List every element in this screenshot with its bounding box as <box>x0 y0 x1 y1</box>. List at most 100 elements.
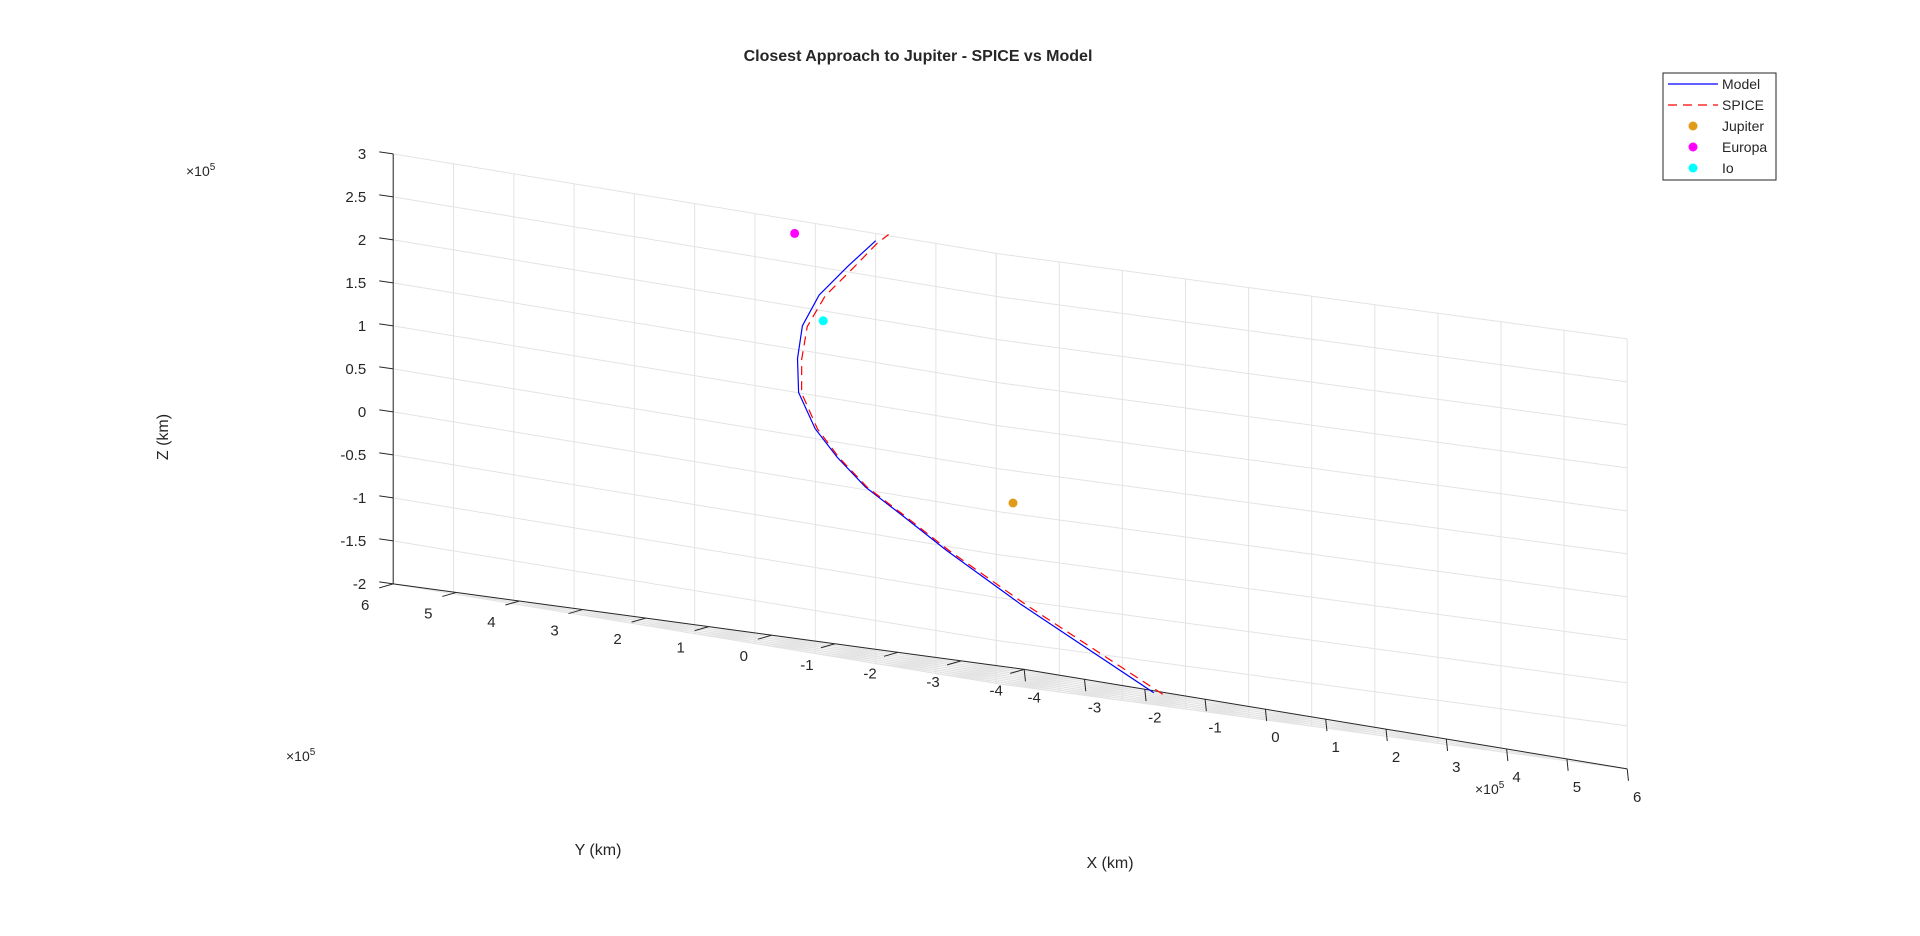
grid-line <box>393 411 997 512</box>
grid-line <box>393 540 997 641</box>
y-tick-label: 0 <box>740 648 748 665</box>
y-tick-label: -1 <box>800 657 813 674</box>
grid-line <box>961 660 1565 761</box>
x-tick <box>1264 709 1268 722</box>
z-tick-label: 3 <box>358 146 366 163</box>
x-tick <box>1626 768 1629 781</box>
grid-line <box>393 325 997 426</box>
series-spice-line <box>800 234 1164 695</box>
marker-jupiter <box>1008 498 1018 508</box>
x-tick <box>1506 748 1509 761</box>
x-tick <box>1445 738 1449 752</box>
y-tick-label: -2 <box>863 665 876 682</box>
legend-box <box>1662 72 1777 181</box>
grid-line <box>519 600 1123 701</box>
grid-line <box>393 583 997 684</box>
z-tick-label: 1 <box>358 318 366 335</box>
grid-line <box>393 454 997 555</box>
grid-line <box>996 424 1628 512</box>
y-tick-label: 5 <box>424 605 432 622</box>
legend-io-label: Io <box>1722 160 1734 176</box>
grid-line <box>996 467 1628 555</box>
legend-spice-label: SPICE <box>1722 97 1764 113</box>
grid-line <box>834 643 1438 744</box>
y-tick <box>757 634 772 640</box>
x-tick-label: 3 <box>1452 759 1460 776</box>
legend-europa-label: Europa <box>1722 139 1767 155</box>
x-tick-label: 1 <box>1332 739 1340 756</box>
axes-layer: -4 -3 -2 -1 0 1 2 3 4 5 6 -4 -3 -2 -1 0 1 2 3 4 5 6 -2 -1.5 -1 -0… <box>340 146 1641 806</box>
x-tick <box>1204 699 1207 712</box>
z-tick-label: -0.5 <box>340 447 366 464</box>
x-tick-label: 0 <box>1271 729 1279 746</box>
z-tick-label: 0.5 <box>345 361 366 378</box>
y-tick-label: 4 <box>487 614 495 631</box>
y-tick <box>442 591 457 597</box>
z-tick-label: -1 <box>353 490 366 507</box>
y-tick <box>379 583 394 589</box>
grid-line <box>393 282 997 383</box>
y-tick <box>1010 668 1025 674</box>
marker-io <box>818 316 828 326</box>
grid-line <box>393 497 997 598</box>
z-tick <box>379 237 394 241</box>
z-tick-label: -2 <box>353 576 366 593</box>
x-tick-label: 2 <box>1392 749 1400 766</box>
x-tick-label: -2 <box>1148 709 1161 726</box>
x-tick-label: 6 <box>1633 789 1641 806</box>
y-tick-label: -3 <box>926 674 939 691</box>
legend-model-label: Model <box>1722 76 1760 92</box>
x-tick-label: 4 <box>1512 769 1520 786</box>
y-axis-multiplier: ×105 <box>286 747 316 764</box>
x-tick-label: -3 <box>1088 699 1101 716</box>
grid-line <box>393 368 997 469</box>
grid-line <box>393 153 997 254</box>
legend[interactable]: Model SPICE Jupiter Europa Io <box>1662 72 1777 181</box>
y-tick-label: 1 <box>677 640 685 657</box>
data-layer <box>790 228 1164 695</box>
z-tick <box>379 194 394 198</box>
svg-text:×105: ×105 <box>286 747 316 764</box>
grid-line <box>996 295 1628 383</box>
z-tick-label: 1.5 <box>345 275 366 292</box>
grid-line <box>456 591 1060 693</box>
z-tick-label: 2 <box>358 232 366 249</box>
z-tick-label: -1.5 <box>340 533 366 550</box>
z-tick <box>379 280 394 284</box>
z-tick <box>379 323 394 327</box>
grid-line <box>996 639 1628 727</box>
x-tick <box>1325 719 1328 732</box>
z-axis-multiplier: ×105 <box>186 162 216 179</box>
grid-line <box>996 252 1628 340</box>
grid-line <box>996 553 1628 641</box>
legend-io-marker <box>1688 163 1698 173</box>
x-tick-label: -4 <box>1028 689 1041 706</box>
y-tick <box>694 626 709 632</box>
grid-line <box>996 596 1628 684</box>
z-tick-label: 0 <box>358 404 366 421</box>
grid-line <box>996 682 1628 770</box>
grid-line <box>645 617 1249 719</box>
y-tick <box>820 643 836 649</box>
grid-line <box>996 381 1628 469</box>
y-tick-label: 3 <box>550 623 558 640</box>
y-tick-label: 6 <box>361 597 369 614</box>
svg-text:×105: ×105 <box>1475 780 1505 797</box>
z-tick <box>379 581 394 585</box>
y-tick <box>568 609 583 615</box>
series-model-line <box>796 240 1155 694</box>
x-tick-label: -1 <box>1208 719 1221 736</box>
grid-line <box>897 651 1502 753</box>
marker-europa <box>790 228 800 238</box>
y-tick <box>883 651 899 657</box>
y-tick <box>631 617 646 623</box>
y-tick <box>946 660 962 666</box>
x-tick <box>1144 689 1147 702</box>
z-tick <box>379 151 394 155</box>
y-tick <box>505 600 520 606</box>
z-axis-label: Z (km) <box>155 414 172 460</box>
x-axis-multiplier: ×105 <box>1475 780 1505 797</box>
grid-line <box>582 609 1186 710</box>
x-tick <box>1566 758 1569 771</box>
